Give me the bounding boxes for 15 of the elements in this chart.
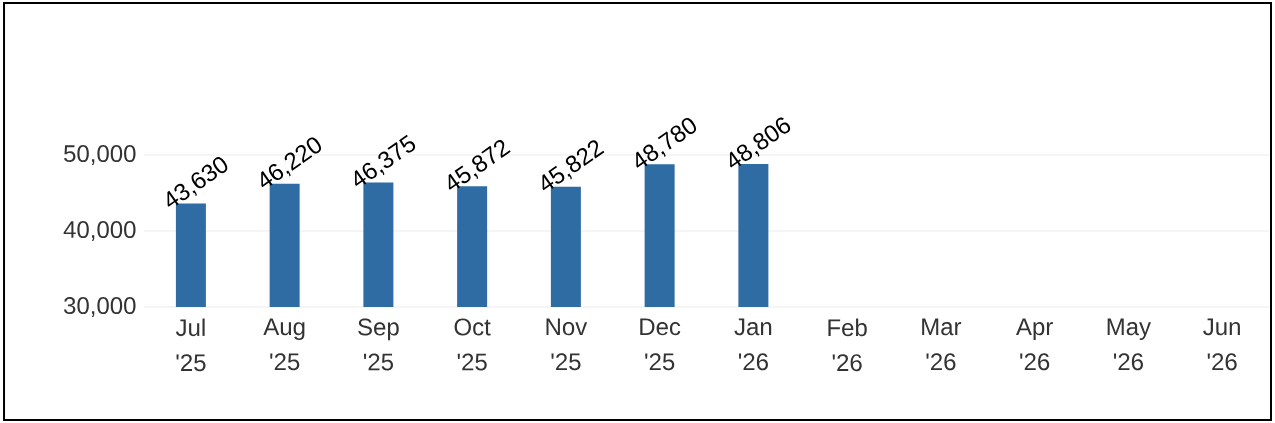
x-tick-label: Feb '26 (828, 318, 867, 372)
y-tick-label: 30,000 (63, 297, 136, 317)
y-tick-label: 50,000 (64, 145, 136, 165)
x-tick-label: Apr '26 (1015, 318, 1053, 371)
x-tick-label: May '26 (1107, 318, 1151, 371)
y-tick-label: 40,000 (63, 221, 136, 241)
x-tick-label: Oct '25 (454, 318, 491, 371)
x-tick-label: Jan '26 (734, 318, 772, 371)
x-tick-label: Sep '25 (358, 318, 399, 371)
x-tick-label: Jul '25 (175, 318, 206, 372)
x-tick-label: Mar '26 (922, 318, 962, 371)
x-tick-label: Dec '25 (640, 318, 681, 371)
x-tick-label: Aug '25 (263, 318, 305, 371)
x-tick-label: Jun '26 (1203, 318, 1240, 371)
x-tick-label: Nov '25 (546, 318, 588, 371)
